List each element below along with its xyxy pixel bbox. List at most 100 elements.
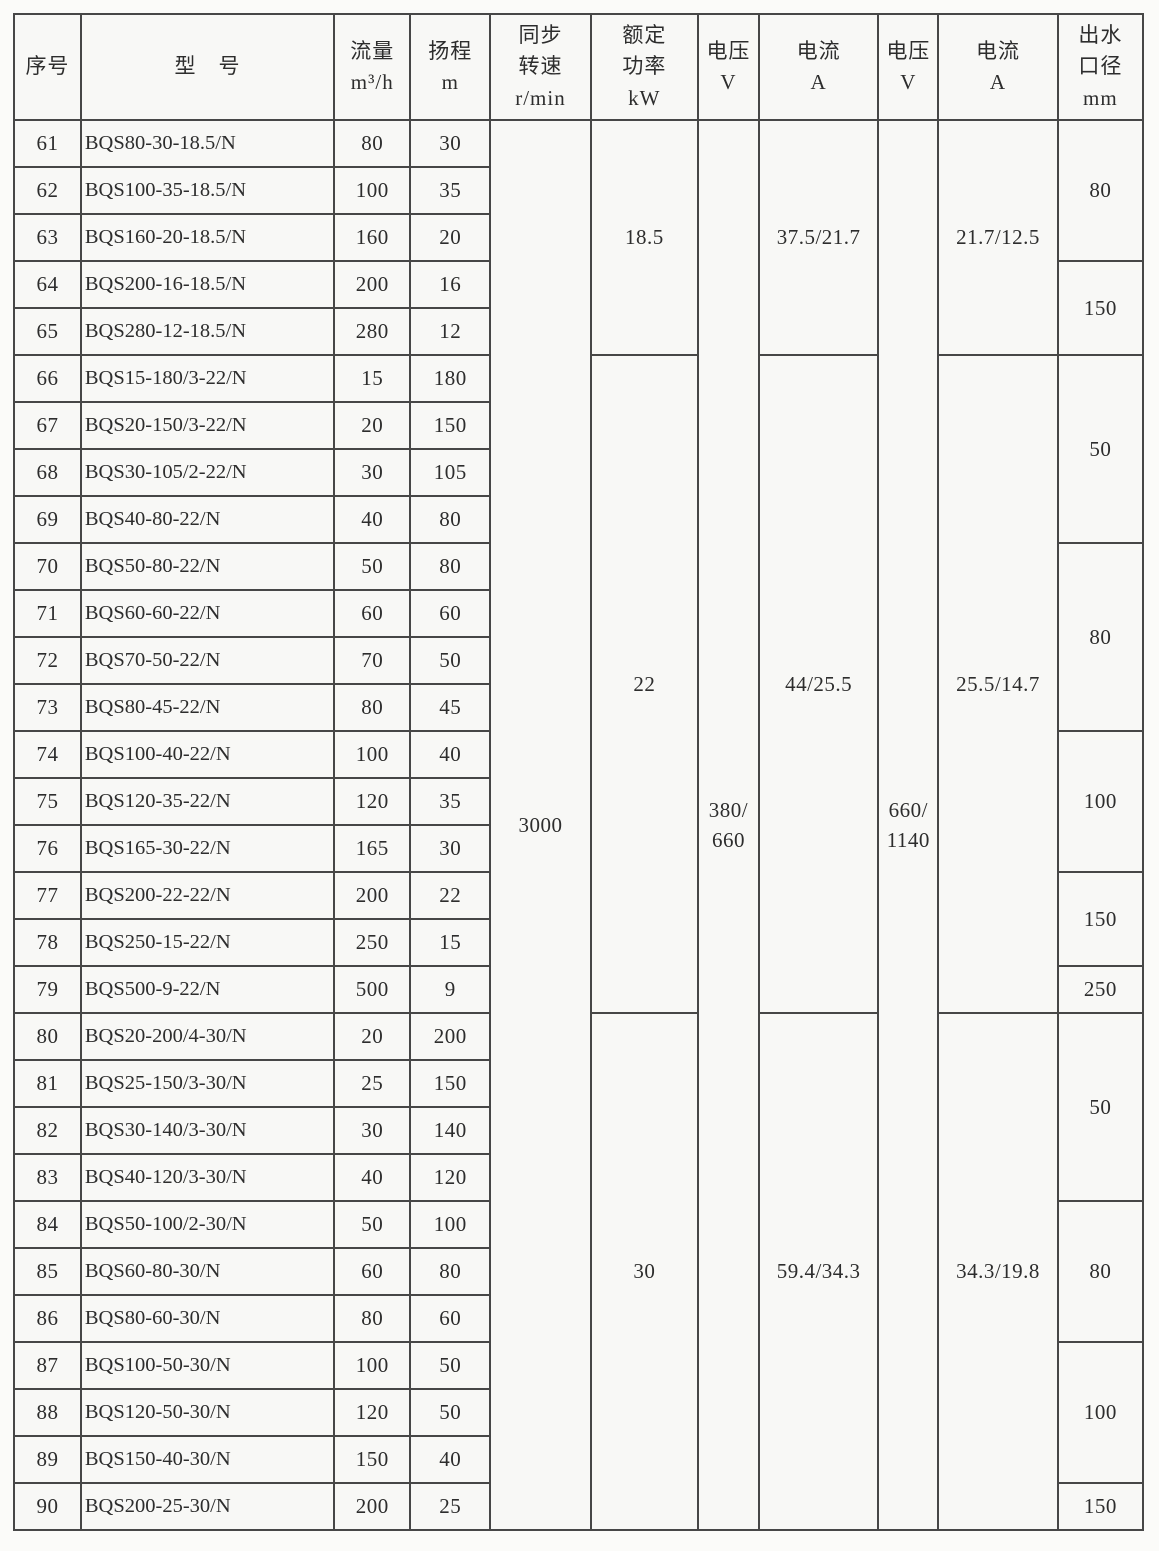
- cell-head: 40: [409, 1435, 492, 1484]
- cell-flow: 50: [333, 542, 412, 591]
- cell-outlet: 150: [1056, 1482, 1145, 1531]
- cell-head: 80: [409, 542, 492, 591]
- cell-head: 20: [409, 213, 492, 262]
- cell-model: BQS70-50-22/N: [79, 636, 336, 685]
- table-row: 80 BQS20-200/4-30/N 20 200 30 59.4/34.3 34.3/1…: [13, 1012, 1145, 1531]
- cell-index: 77: [13, 871, 82, 920]
- cell-index: 85: [13, 1247, 82, 1296]
- cell-flow: 100: [333, 1341, 412, 1390]
- cell-model: BQS80-60-30/N: [79, 1294, 336, 1343]
- cell-index: 68: [13, 448, 82, 497]
- cell-flow: 150: [333, 1435, 412, 1484]
- cell-model: BQS20-150/3-22/N: [79, 401, 336, 450]
- cell-head: 180: [409, 354, 492, 403]
- cell-index: 76: [13, 824, 82, 873]
- table-body: 61 BQS80-30-18.5/N 80 30 3000 18.5 380/ 660 37.…: [13, 119, 1145, 1531]
- cell-outlet: 150: [1056, 260, 1145, 356]
- cell-head: 16: [409, 260, 492, 309]
- cell-flow: 60: [333, 1247, 412, 1296]
- cell-model: BQS30-140/3-30/N: [79, 1106, 336, 1155]
- cell-current-1: 44/25.5: [757, 354, 880, 1014]
- cell-current-2: 25.5/14.7: [937, 354, 1059, 1014]
- cell-model: BQS160-20-18.5/N: [79, 213, 336, 262]
- header-power: 额定 功率 kW: [589, 13, 700, 121]
- cell-index: 69: [13, 495, 82, 544]
- cell-model: BQS200-25-30/N: [79, 1482, 336, 1531]
- cell-index: 61: [13, 119, 82, 168]
- cell-index: 66: [13, 354, 82, 403]
- cell-model: BQS40-80-22/N: [79, 495, 336, 544]
- table-row: 86 BQS80-60-30/N 80 60: [13, 1294, 1143, 1343]
- cell-flow: 30: [333, 1106, 412, 1155]
- header-current-1: 电流 A: [757, 13, 880, 121]
- cell-flow: 30: [333, 448, 412, 497]
- cell-index: 63: [13, 213, 82, 262]
- cell-head: 50: [409, 1388, 492, 1437]
- cell-head: 100: [409, 1200, 492, 1249]
- cell-outlet: 80: [1056, 119, 1145, 262]
- cell-flow: 120: [333, 777, 412, 826]
- cell-outlet: 150: [1056, 871, 1145, 967]
- cell-index: 64: [13, 260, 82, 309]
- cell-model: BQS80-45-22/N: [79, 683, 336, 732]
- cell-head: 40: [409, 730, 492, 779]
- table-row: 74 BQS100-40-22/N 100 40 100: [13, 730, 1145, 873]
- cell-model: BQS80-30-18.5/N: [79, 119, 336, 168]
- cell-head: 200: [409, 1012, 492, 1061]
- table-row: 79 BQS500-9-22/N 500 9 250: [13, 965, 1145, 1014]
- cell-index: 90: [13, 1482, 82, 1531]
- cell-outlet: 250: [1056, 965, 1145, 1014]
- cell-head: 50: [409, 1341, 492, 1390]
- cell-head: 45: [409, 683, 492, 732]
- cell-index: 74: [13, 730, 82, 779]
- cell-outlet: 100: [1056, 730, 1145, 873]
- cell-flow: 160: [333, 213, 412, 262]
- cell-model: BQS100-35-18.5/N: [79, 166, 336, 215]
- cell-flow: 20: [333, 1012, 412, 1061]
- cell-index: 83: [13, 1153, 82, 1202]
- cell-model: BQS200-22-22/N: [79, 871, 336, 920]
- cell-head: 150: [409, 401, 492, 450]
- cell-head: 60: [409, 1294, 492, 1343]
- cell-index: 70: [13, 542, 82, 591]
- cell-flow: 200: [333, 1482, 412, 1531]
- cell-head: 30: [409, 824, 492, 873]
- cell-outlet: 80: [1056, 542, 1145, 732]
- header-row: 序号 型 号 流量 m³/h 扬程 m 同步 转速 r/min 额定 功率 kW…: [13, 13, 1145, 121]
- cell-head: 60: [409, 589, 492, 638]
- cell-head: 15: [409, 918, 492, 967]
- table-row: 73 BQS80-45-22/N 80 45: [13, 683, 1143, 732]
- table-row: 68 BQS30-105/2-22/N 30 105: [13, 448, 1143, 497]
- header-flow: 流量 m³/h: [333, 13, 412, 121]
- cell-flow: 25: [333, 1059, 412, 1108]
- cell-flow: 20: [333, 401, 412, 450]
- cell-model: BQS15-180/3-22/N: [79, 354, 336, 403]
- cell-model: BQS250-15-22/N: [79, 918, 336, 967]
- cell-current-1: 37.5/21.7: [757, 119, 880, 356]
- table-row: 89 BQS150-40-30/N 150 40: [13, 1435, 1143, 1484]
- cell-model: BQS50-100/2-30/N: [79, 1200, 336, 1249]
- cell-head: 30: [409, 119, 492, 168]
- table-row: 64 BQS200-16-18.5/N 200 16 150: [13, 260, 1145, 356]
- cell-index: 88: [13, 1388, 82, 1437]
- table-row: 75 BQS120-35-22/N 120 35: [13, 777, 1143, 826]
- table-row: 88 BQS120-50-30/N 120 50: [13, 1388, 1143, 1437]
- pump-spec-table: 序号 型 号 流量 m³/h 扬程 m 同步 转速 r/min 额定 功率 kW…: [13, 13, 1145, 1531]
- cell-index: 67: [13, 401, 82, 450]
- cell-index: 65: [13, 307, 82, 356]
- cell-model: BQS30-105/2-22/N: [79, 448, 336, 497]
- cell-power: 22: [589, 354, 700, 1014]
- cell-voltage-2: 660/ 1140: [877, 119, 940, 1531]
- header-outlet: 出水 口径 mm: [1056, 13, 1145, 121]
- cell-index: 87: [13, 1341, 82, 1390]
- cell-head: 120: [409, 1153, 492, 1202]
- table-row: 61 BQS80-30-18.5/N 80 30 3000 18.5 380/ 660 37.…: [13, 119, 1145, 1531]
- cell-head: 22: [409, 871, 492, 920]
- cell-flow: 200: [333, 260, 412, 309]
- cell-head: 12: [409, 307, 492, 356]
- cell-voltage-1: 380/ 660: [697, 119, 760, 1531]
- cell-index: 89: [13, 1435, 82, 1484]
- table-row: 72 BQS70-50-22/N 70 50: [13, 636, 1143, 685]
- table-row: 63 BQS160-20-18.5/N 160 20: [13, 213, 1143, 262]
- table-row: 70 BQS50-80-22/N 50 80 80: [13, 542, 1145, 732]
